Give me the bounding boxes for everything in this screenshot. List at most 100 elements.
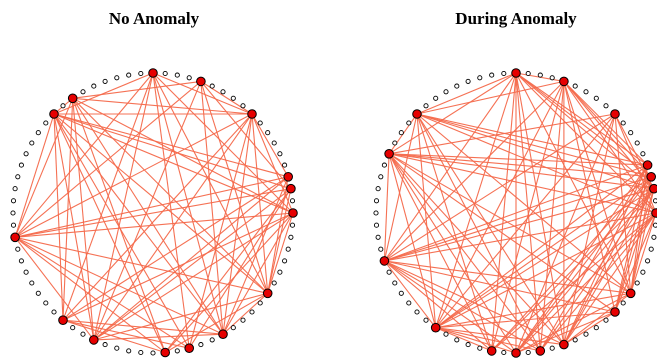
graph-edge: [14, 72, 154, 238]
graph-edge: [384, 260, 631, 294]
graph-edge: [152, 72, 294, 214]
graph-node: [126, 72, 132, 78]
graph-node: [23, 269, 29, 275]
hub-node: [511, 68, 521, 78]
graph-node: [501, 70, 507, 77]
graph-node: [645, 258, 651, 264]
graph-edge: [416, 113, 652, 178]
graph-node: [138, 70, 144, 77]
graph-edge: [515, 72, 655, 190]
hub-node: [535, 346, 546, 356]
edge-layer: [14, 72, 294, 354]
graph-edge: [53, 113, 292, 190]
graph-node: [651, 234, 657, 240]
graph-node: [186, 75, 192, 81]
graph-edge: [222, 113, 253, 335]
hub-node: [286, 183, 296, 194]
graph-edge: [389, 153, 648, 166]
graph-edge: [435, 311, 616, 329]
hub-node: [196, 76, 206, 87]
graph-node: [465, 78, 471, 84]
graph-node: [80, 331, 86, 337]
graph-edge: [384, 176, 652, 262]
graph-node: [423, 103, 429, 109]
hub-node: [218, 329, 228, 340]
graph-edge: [72, 97, 269, 294]
graph-edge: [563, 81, 648, 166]
hub-node: [262, 288, 273, 299]
graph-edge: [435, 188, 655, 329]
hub-node: [49, 109, 59, 119]
hub-node: [511, 348, 521, 358]
graph-node: [102, 342, 108, 348]
hub-node: [559, 76, 569, 87]
graph-node: [373, 198, 380, 204]
graph-edge: [53, 113, 224, 335]
graph-node: [549, 345, 555, 351]
graph-edge: [563, 81, 652, 178]
hub-node: [67, 93, 78, 104]
graph-node: [10, 198, 17, 204]
graph-node: [489, 72, 495, 78]
graph-edge: [251, 113, 289, 178]
graph-edge: [435, 113, 616, 329]
graph-node: [603, 103, 609, 109]
graph-node: [43, 300, 49, 306]
graph-node: [477, 75, 483, 81]
graph-node: [620, 120, 626, 126]
graph-edge: [14, 236, 190, 349]
graph-edge: [539, 188, 655, 352]
hub-node: [649, 183, 657, 194]
graph-node: [35, 290, 41, 296]
graph-edge: [251, 113, 269, 294]
graph-edge: [164, 188, 292, 353]
graph-node: [230, 325, 236, 331]
graph-node: [80, 89, 86, 95]
graph-node: [525, 70, 531, 77]
graph-node: [454, 83, 460, 89]
graph-node: [249, 309, 255, 315]
graph-edge: [188, 113, 253, 349]
graph-edge: [416, 113, 648, 166]
graph-node: [288, 234, 294, 240]
graph-edge: [388, 153, 493, 352]
graph-edge: [384, 260, 541, 352]
graph-edge: [14, 98, 74, 238]
graph-edge: [93, 81, 202, 341]
graph-node: [648, 246, 654, 252]
graph-edge: [539, 164, 649, 352]
graph-node: [454, 337, 460, 343]
graph-edge: [152, 72, 269, 294]
graph-edge: [388, 153, 437, 328]
graph-node: [209, 337, 215, 343]
graph-edge: [389, 153, 652, 178]
graph-edge: [563, 188, 655, 345]
graph-node: [102, 78, 108, 84]
graph-node: [501, 349, 507, 356]
graph-node: [114, 75, 120, 81]
graph-edge: [152, 72, 190, 349]
graph-node: [640, 269, 646, 275]
graph-node: [386, 269, 392, 275]
graph-node: [240, 103, 246, 109]
graph-edge: [388, 153, 657, 214]
graph-edge: [383, 113, 418, 262]
graph-node: [593, 95, 599, 101]
graph-edge: [388, 72, 517, 155]
hub-node: [610, 307, 620, 317]
graph-node: [43, 120, 49, 126]
graph-edge: [491, 72, 517, 351]
graph-edge: [630, 188, 655, 294]
hub-node: [283, 172, 294, 182]
graph-edge: [267, 176, 289, 294]
graph-node: [398, 290, 404, 296]
graph-edge: [222, 176, 289, 335]
graph-node: [628, 130, 634, 136]
graph-node: [583, 331, 589, 337]
graph-edge: [383, 260, 437, 329]
graph-node: [593, 325, 599, 331]
panel-title-during-anomaly: During Anomaly: [455, 9, 577, 28]
graph-edge: [383, 153, 390, 261]
graph-edge: [435, 327, 492, 352]
graph-node: [572, 337, 578, 343]
